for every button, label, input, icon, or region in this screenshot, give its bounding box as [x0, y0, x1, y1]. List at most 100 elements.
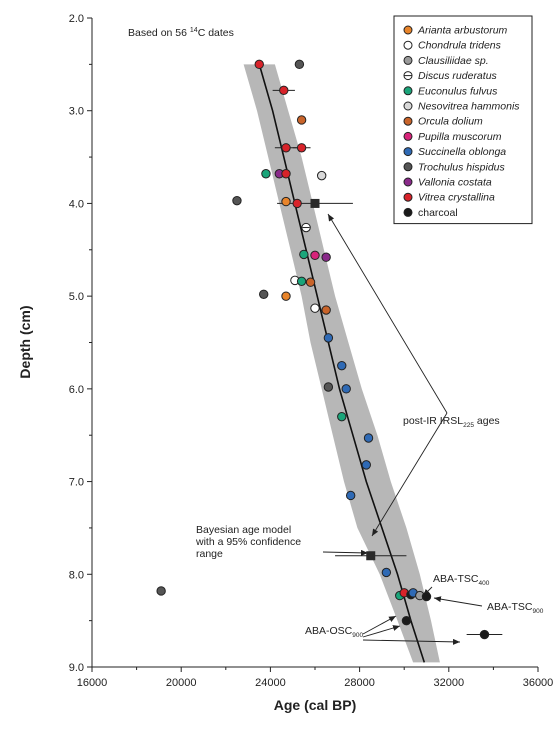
data-point	[479, 629, 490, 640]
data-points	[156, 59, 490, 640]
legend-marker	[403, 207, 413, 217]
age-model-median-line	[258, 64, 426, 663]
legend-label: Trochulus hispidus	[418, 161, 506, 173]
data-point	[156, 586, 166, 596]
y-tick-label: 5.0	[69, 291, 84, 303]
x-tick-label: 32000	[434, 677, 465, 689]
legend-label: Vallonia costata	[418, 177, 492, 189]
irsl-arrow-upper	[327, 213, 448, 414]
legend-marker	[403, 177, 413, 187]
data-point	[323, 382, 334, 392]
legend-label: Clausiliidae sp.	[418, 55, 489, 67]
y-tick-label: 4.0	[69, 198, 84, 210]
legend-marker	[403, 116, 413, 126]
aba-osc-arrow-2	[362, 625, 401, 638]
legend-marker	[403, 147, 413, 157]
data-point	[299, 249, 309, 260]
data-point	[296, 276, 307, 287]
data-point	[316, 170, 327, 181]
c14-note: Based on 56 14C dates	[128, 27, 234, 39]
x-tick-label: 24000	[255, 677, 286, 689]
data-point	[310, 250, 320, 261]
tick-layer: 16000 20000 24000 28000 32000 36000 2.0 3.0 4.0 5…	[69, 13, 554, 689]
data-point	[296, 115, 307, 125]
y-tick-label: 7.0	[69, 477, 84, 489]
bayes-label-line: range	[196, 548, 223, 560]
data-point	[305, 277, 316, 287]
legend-label: Nesovitrea hammonis	[418, 101, 520, 113]
irsl-label: post-IR IRSL225 ages	[403, 415, 500, 429]
data-point	[337, 411, 347, 422]
legend-label: Chondrula tridens	[418, 40, 502, 52]
data-point	[261, 169, 271, 179]
legend-box	[393, 15, 533, 225]
data-point	[361, 460, 371, 470]
data-point	[259, 289, 269, 299]
legend: Arianta arbustorum Chondrula tridens Claus…	[393, 15, 533, 225]
data-point	[294, 59, 305, 70]
annotation-arrows	[322, 213, 483, 645]
legend-label: Orcula dolium	[418, 116, 483, 128]
data-point	[281, 196, 291, 207]
aba-tsc-900-arrow	[433, 596, 483, 607]
data-point	[281, 169, 291, 179]
data-point	[281, 143, 291, 153]
data-point	[323, 333, 334, 343]
y-tick-label: 8.0	[69, 569, 84, 581]
data-point	[345, 490, 356, 501]
aba-osc-arrow-1	[362, 615, 397, 635]
data-point	[232, 195, 242, 206]
x-axis-title: Age (cal BP)	[274, 697, 356, 713]
x-tick-label: 28000	[344, 677, 375, 689]
bayes-label-line: Bayesian age model	[196, 524, 291, 536]
legend-label: Discus ruderatus	[418, 70, 498, 82]
legend-marker	[403, 25, 413, 35]
y-tick-label: 9.0	[69, 662, 84, 674]
legend-marker	[403, 40, 413, 50]
data-point	[296, 143, 307, 153]
legend-label: charcoal	[418, 207, 458, 219]
data-point	[292, 198, 302, 209]
legend-marker	[403, 192, 413, 202]
data-point	[421, 591, 432, 602]
data-point	[381, 567, 392, 578]
x-tick-label: 16000	[77, 677, 108, 689]
aba-osc-900-label: ABA-OSC900	[305, 625, 363, 639]
data-point	[279, 85, 289, 96]
aba-tsc-900-label: ABA-TSC900	[487, 601, 544, 615]
irsl-age-point	[366, 551, 376, 561]
irsl-age-point	[310, 198, 320, 208]
irsl-arrow-lower	[371, 412, 448, 537]
legend-label: Arianta arbustorum	[417, 25, 508, 37]
legend-marker	[403, 55, 413, 65]
data-point	[337, 360, 347, 371]
data-point	[401, 615, 412, 626]
legend-marker	[403, 101, 413, 111]
data-point	[321, 305, 331, 315]
y-tick-label: 2.0	[69, 13, 84, 25]
data-point	[281, 291, 291, 301]
legend-label: Pupilla muscorum	[418, 131, 502, 143]
x-tick-label: 36000	[523, 677, 554, 689]
bayes-label-line: with a 95% confidence	[195, 536, 301, 548]
data-point	[341, 384, 351, 394]
y-tick-label: 6.0	[69, 384, 84, 396]
bayes-arrow	[322, 549, 369, 556]
legend-marker	[403, 131, 413, 141]
aba-tsc-400-label: ABA-TSC400	[433, 573, 490, 587]
y-axis-title: Depth (cm)	[17, 305, 33, 378]
legend-label: Vitrea crystallina	[418, 192, 495, 204]
annotations: post-IR IRSL225 ages Bayesian age modelwi…	[195, 415, 544, 639]
legend-marker	[403, 86, 413, 96]
data-point	[363, 433, 374, 443]
data-point	[254, 59, 264, 70]
legend-label: Succinella oblonga	[418, 146, 506, 158]
x-tick-label: 20000	[166, 677, 197, 689]
data-point	[321, 252, 331, 262]
aba-osc-arrow-3	[362, 638, 461, 645]
legend-label: Euconulus fulvus	[418, 85, 498, 97]
legend-marker	[403, 162, 413, 172]
data-point	[310, 303, 320, 313]
y-tick-label: 3.0	[69, 106, 84, 118]
